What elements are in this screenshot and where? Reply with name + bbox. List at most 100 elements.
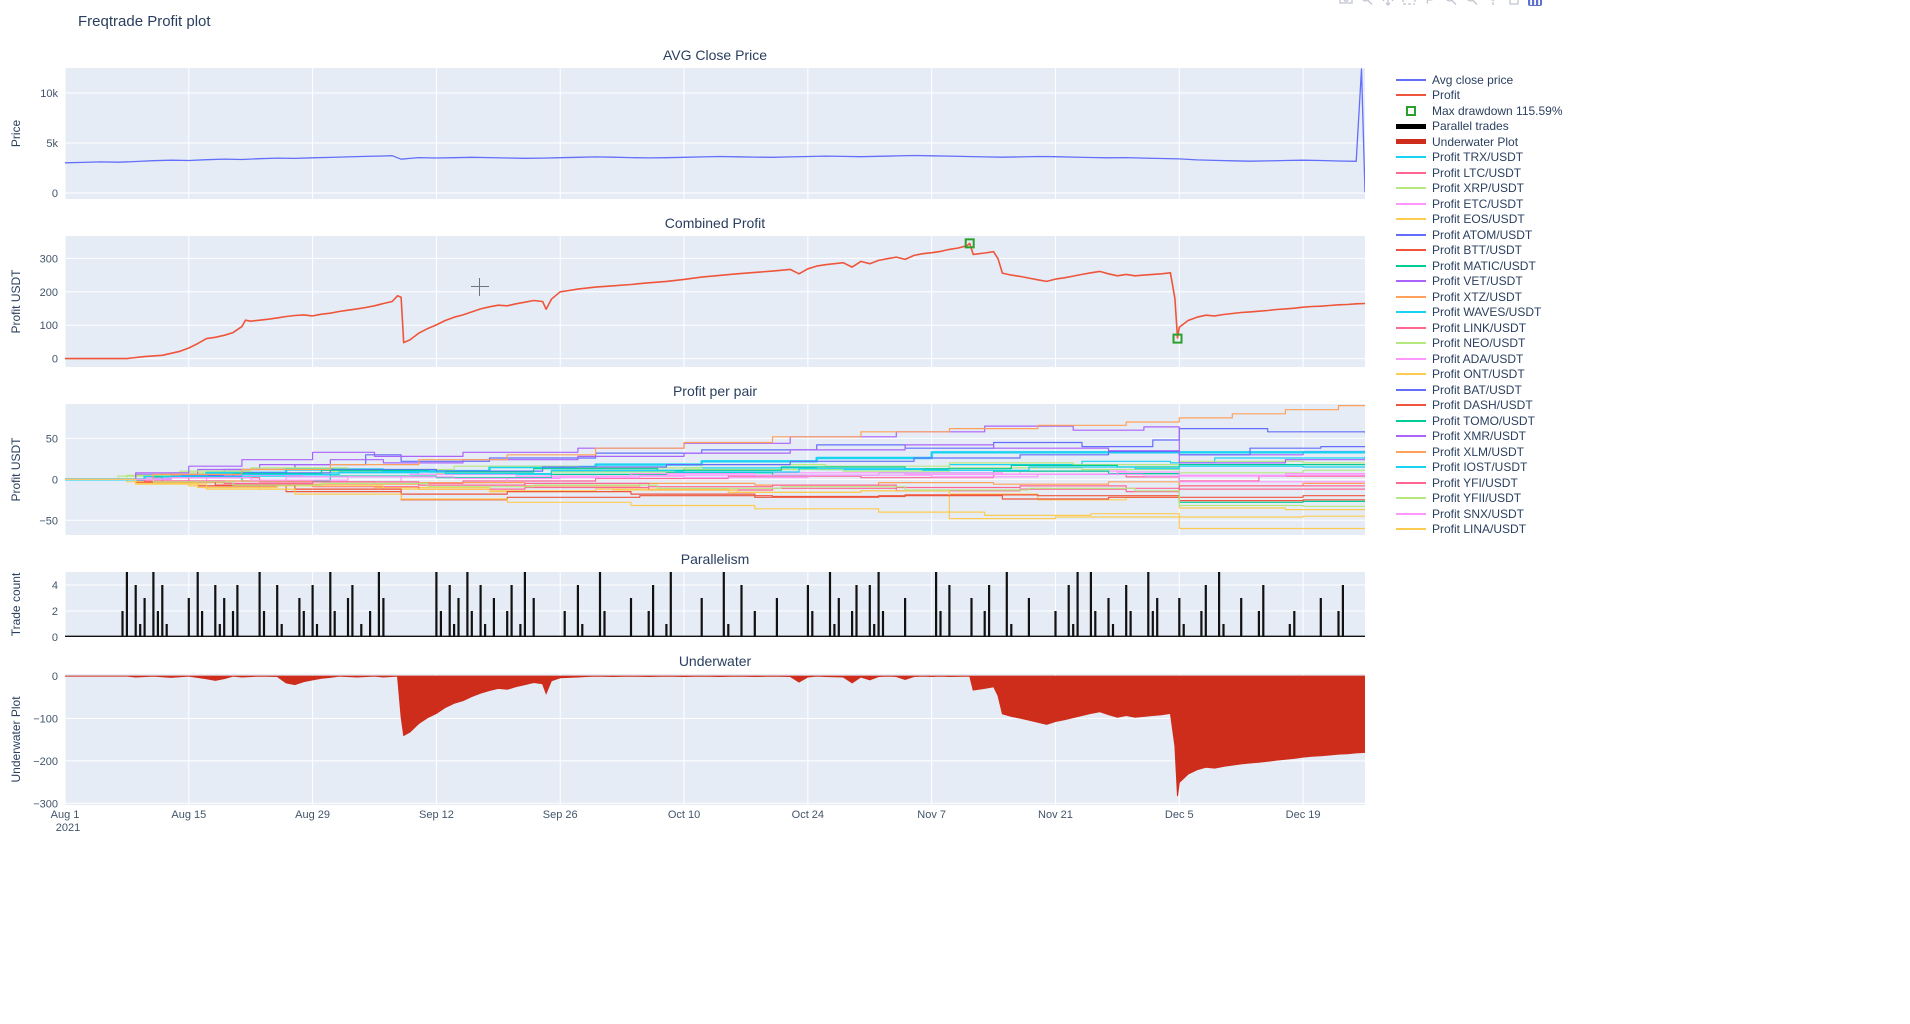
camera-icon[interactable] <box>1338 0 1359 11</box>
legend-label-parallel-trades: Parallel trades <box>1432 119 1509 134</box>
subplot-underwater: 0 −100 −200 −300 Underwater Underwater Plot <box>9 653 1365 810</box>
legend-marker-line <box>1396 233 1426 236</box>
traces-avg-close-price <box>65 68 1365 193</box>
legend-item-max-drawdown-115-59-[interactable]: Max drawdown 115.59% <box>1396 103 1563 119</box>
legend-item-profit-etc-usdt[interactable]: Profit ETC/USDT <box>1396 196 1563 212</box>
legend-item-profit-waves-usdt[interactable]: Profit WAVES/USDT <box>1396 305 1563 321</box>
legend-item-profit-xtz-usdt[interactable]: Profit XTZ/USDT <box>1396 289 1563 305</box>
legend-sample-profit-link-usdt <box>1396 326 1426 329</box>
legend-item-profit-yfii-usdt[interactable]: Profit YFII/USDT <box>1396 491 1563 507</box>
legend-sample-profit <box>1396 94 1426 97</box>
legend-item-profit-ltc-usdt[interactable]: Profit LTC/USDT <box>1396 165 1563 181</box>
legend-marker-line <box>1396 264 1426 267</box>
y-tick-label: 0 <box>52 632 58 644</box>
legend-sample-profit-xmr-usdt <box>1396 435 1426 438</box>
legend-label-profit-bat-usdt: Profit BAT/USDT <box>1432 382 1522 397</box>
x-tick-label: Dec 5 <box>1165 809 1194 821</box>
legend-item-profit-trx-usdt[interactable]: Profit TRX/USDT <box>1396 150 1563 166</box>
legend-sample-profit-atom-usdt <box>1396 233 1426 236</box>
subplot-title-combined-profit: Combined Profit <box>665 215 765 231</box>
legend-item-profit-tomo-usdt[interactable]: Profit TOMO/USDT <box>1396 413 1563 429</box>
legend-item-profit-yfi-usdt[interactable]: Profit YFI/USDT <box>1396 475 1563 491</box>
legend-item-profit-bat-usdt[interactable]: Profit BAT/USDT <box>1396 382 1563 398</box>
y-tick-label: 4 <box>52 580 58 592</box>
x-tick-label: Aug 29 <box>295 809 330 821</box>
legend-sample-profit-xlm-usdt <box>1396 450 1426 453</box>
legend-label-profit-trx-usdt: Profit TRX/USDT <box>1432 150 1524 165</box>
plot-area-combined-profit[interactable] <box>65 236 1365 367</box>
legend-item-profit-iost-usdt[interactable]: Profit IOST/USDT <box>1396 460 1563 476</box>
legend-item-profit-ada-usdt[interactable]: Profit ADA/USDT <box>1396 351 1563 367</box>
legend-item-profit-neo-usdt[interactable]: Profit NEO/USDT <box>1396 336 1563 352</box>
plot-area-avg-close-price[interactable] <box>65 68 1365 199</box>
subplot-avg-close-price: 0 5k 10k AVG Close Price Price <box>9 47 1365 200</box>
legend-sample-profit-yfi-usdt <box>1396 481 1426 484</box>
legend-sample-profit-etc-usdt <box>1396 202 1426 205</box>
legend-item-profit-lina-usdt[interactable]: Profit LINA/USDT <box>1396 522 1563 538</box>
parallelism-bars <box>121 572 1344 637</box>
legend-sample-profit-trx-usdt <box>1396 156 1426 159</box>
x-tick-label: Dec 19 <box>1286 809 1321 821</box>
legend-item-profit-vet-usdt[interactable]: Profit VET/USDT <box>1396 274 1563 290</box>
legend-item-profit-matic-usdt[interactable]: Profit MATIC/USDT <box>1396 258 1563 274</box>
series-profit-xtz-usdt <box>65 478 1365 487</box>
legend-sample-avg-close-price <box>1396 78 1426 81</box>
legend-item-profit-dash-usdt[interactable]: Profit DASH/USDT <box>1396 398 1563 414</box>
legend-label-avg-close-price: Avg close price <box>1432 72 1514 87</box>
legend-sample-profit-lina-usdt <box>1396 528 1426 531</box>
legend-marker-line <box>1396 123 1426 129</box>
legend-marker-line <box>1396 497 1426 500</box>
legend-label-profit-lina-usdt: Profit LINA/USDT <box>1432 522 1527 537</box>
legend-label-profit-dash-usdt: Profit DASH/USDT <box>1432 398 1533 413</box>
legend-item-avg-close-price[interactable]: Avg close price <box>1396 72 1563 88</box>
x-tick-label: Oct 24 <box>792 809 824 821</box>
y-axis-label-underwater: Underwater Plot <box>9 696 23 783</box>
box-select-icon[interactable] <box>1401 0 1422 11</box>
legend-marker-line <box>1396 94 1426 97</box>
y-tick-label: 300 <box>40 253 58 265</box>
lasso-select-icon[interactable] <box>1422 0 1443 11</box>
legend-marker-line <box>1396 404 1426 407</box>
legend-sample-profit-btt-usdt <box>1396 249 1426 252</box>
plotly-logo[interactable] <box>1527 0 1548 11</box>
series-profit <box>65 242 1365 360</box>
legend-item-profit-btt-usdt[interactable]: Profit BTT/USDT <box>1396 243 1563 259</box>
x-tick-label: Aug 1 <box>51 809 80 821</box>
legend-item-profit-xlm-usdt[interactable]: Profit XLM/USDT <box>1396 444 1563 460</box>
legend-item-profit-xmr-usdt[interactable]: Profit XMR/USDT <box>1396 429 1563 445</box>
legend-marker-line <box>1396 450 1426 453</box>
x-tick-label: Nov 21 <box>1038 809 1073 821</box>
plotly-modebar <box>1338 0 1548 11</box>
pan-icon[interactable] <box>1380 0 1401 11</box>
x-tick-label: Sep 12 <box>419 809 454 821</box>
legend-marker-line <box>1396 187 1426 190</box>
legend-sample-profit-dash-usdt <box>1396 404 1426 407</box>
zoom-out-icon[interactable] <box>1464 0 1485 11</box>
legend-item-profit[interactable]: Profit <box>1396 88 1563 104</box>
legend-marker-line <box>1396 357 1426 360</box>
y-tick-label: 0 <box>52 671 58 683</box>
legend-label-profit-matic-usdt: Profit MATIC/USDT <box>1432 258 1536 273</box>
legend-item-underwater-plot[interactable]: Underwater Plot <box>1396 134 1563 150</box>
series-profit-neo-usdt <box>65 460 1365 480</box>
legend-sample-profit-snx-usdt <box>1396 512 1426 515</box>
zoom-icon[interactable] <box>1359 0 1380 11</box>
legend-item-profit-atom-usdt[interactable]: Profit ATOM/USDT <box>1396 227 1563 243</box>
legend-item-profit-xrp-usdt[interactable]: Profit XRP/USDT <box>1396 181 1563 197</box>
legend-item-profit-snx-usdt[interactable]: Profit SNX/USDT <box>1396 506 1563 522</box>
traces-parallelism <box>65 572 1365 637</box>
legend-item-profit-ont-usdt[interactable]: Profit ONT/USDT <box>1396 367 1563 383</box>
legend-marker-line <box>1396 326 1426 329</box>
traces-underwater <box>65 675 1365 797</box>
legend-item-profit-link-usdt[interactable]: Profit LINK/USDT <box>1396 320 1563 336</box>
y-tick-label: 50 <box>46 433 58 445</box>
legend-sample-profit-vet-usdt <box>1396 280 1426 283</box>
zoom-in-icon[interactable] <box>1443 0 1464 11</box>
legend-label-profit-iost-usdt: Profit IOST/USDT <box>1432 460 1528 475</box>
legend-item-parallel-trades[interactable]: Parallel trades <box>1396 119 1563 135</box>
reset-axes-icon[interactable] <box>1506 0 1527 11</box>
subplot-combined-profit: 0 100 200 300 Combined Profit Profit USDT <box>9 215 1365 367</box>
legend-item-profit-eos-usdt[interactable]: Profit EOS/USDT <box>1396 212 1563 228</box>
autoscale-icon[interactable] <box>1485 0 1506 11</box>
